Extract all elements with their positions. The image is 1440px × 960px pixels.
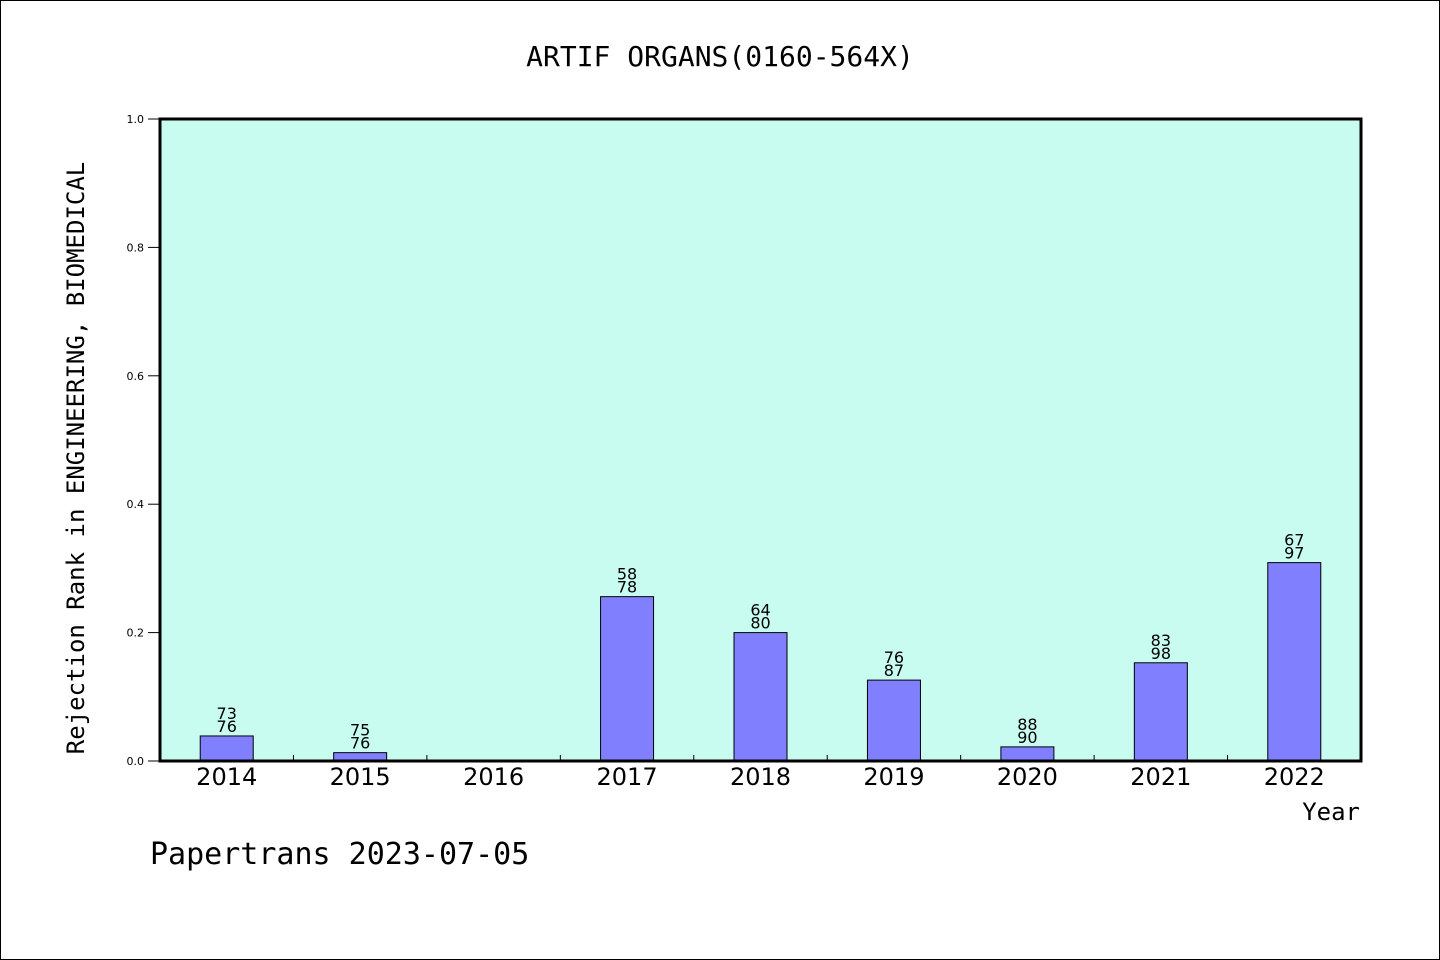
y-tick-label: 0.0	[127, 755, 145, 768]
bar-2022	[1267, 562, 1322, 762]
bar-label-lower: 98	[1151, 644, 1171, 663]
bar-2018	[733, 632, 788, 762]
bar-label-lower: 76	[350, 734, 370, 753]
plot-border	[158, 117, 1363, 763]
x-tick-label: 2019	[863, 763, 924, 791]
x-axis-ticks: 2014 2015 2016 2017 2018 2019 2020 2021 2022	[196, 755, 1325, 791]
bar-2017	[600, 596, 655, 762]
bar-label-upper: 76	[884, 648, 904, 667]
bar-label-lower: 97	[1284, 544, 1304, 563]
x-tick-label: 2018	[730, 763, 791, 791]
y-axis-label: Rejection Rank in ENGINEERING, BIOMEDICA…	[62, 162, 90, 754]
bar-2014	[199, 735, 254, 762]
x-tick-label: 2016	[463, 763, 524, 791]
bar-label-upper: 75	[350, 721, 370, 740]
x-tick-label: 2021	[1130, 763, 1191, 791]
chart-title: ARTIF ORGANS(0160-564X)	[526, 40, 914, 73]
y-tick-label: 0.2	[127, 627, 145, 640]
bar-label-lower: 87	[884, 661, 904, 680]
bar-label-upper: 67	[1284, 531, 1304, 550]
y-axis-ticks: 0.0 0.2 0.4 0.6 0.8 1.0	[127, 113, 160, 768]
bar-label-upper: 73	[217, 704, 237, 723]
bar-2019	[866, 679, 921, 762]
bar-2020	[1000, 746, 1055, 762]
bar-label-lower: 78	[617, 578, 637, 597]
bar-label-lower: 76	[217, 717, 237, 736]
y-tick-label: 0.4	[127, 498, 145, 511]
bar-label-upper: 88	[1017, 715, 1037, 734]
x-tick-label: 2020	[997, 763, 1058, 791]
bar-label-lower: 90	[1017, 728, 1037, 747]
bar-label-lower: 80	[750, 614, 770, 633]
bar-2021	[1133, 662, 1188, 762]
x-tick-label: 2014	[196, 763, 257, 791]
bar-label-upper: 64	[750, 601, 770, 620]
y-tick-label: 1.0	[127, 113, 145, 126]
x-tick-label: 2015	[330, 763, 391, 791]
footer-watermark: Papertrans 2023-07-05	[150, 837, 529, 872]
x-tick-label: 2022	[1264, 763, 1325, 791]
bar-label-upper: 83	[1151, 631, 1171, 650]
bar-label-upper: 58	[617, 565, 637, 584]
x-tick-label: 2017	[597, 763, 658, 791]
y-tick-label: 0.6	[127, 370, 145, 383]
x-axis-label: Year	[1302, 798, 1360, 826]
y-tick-label: 0.8	[127, 241, 145, 254]
